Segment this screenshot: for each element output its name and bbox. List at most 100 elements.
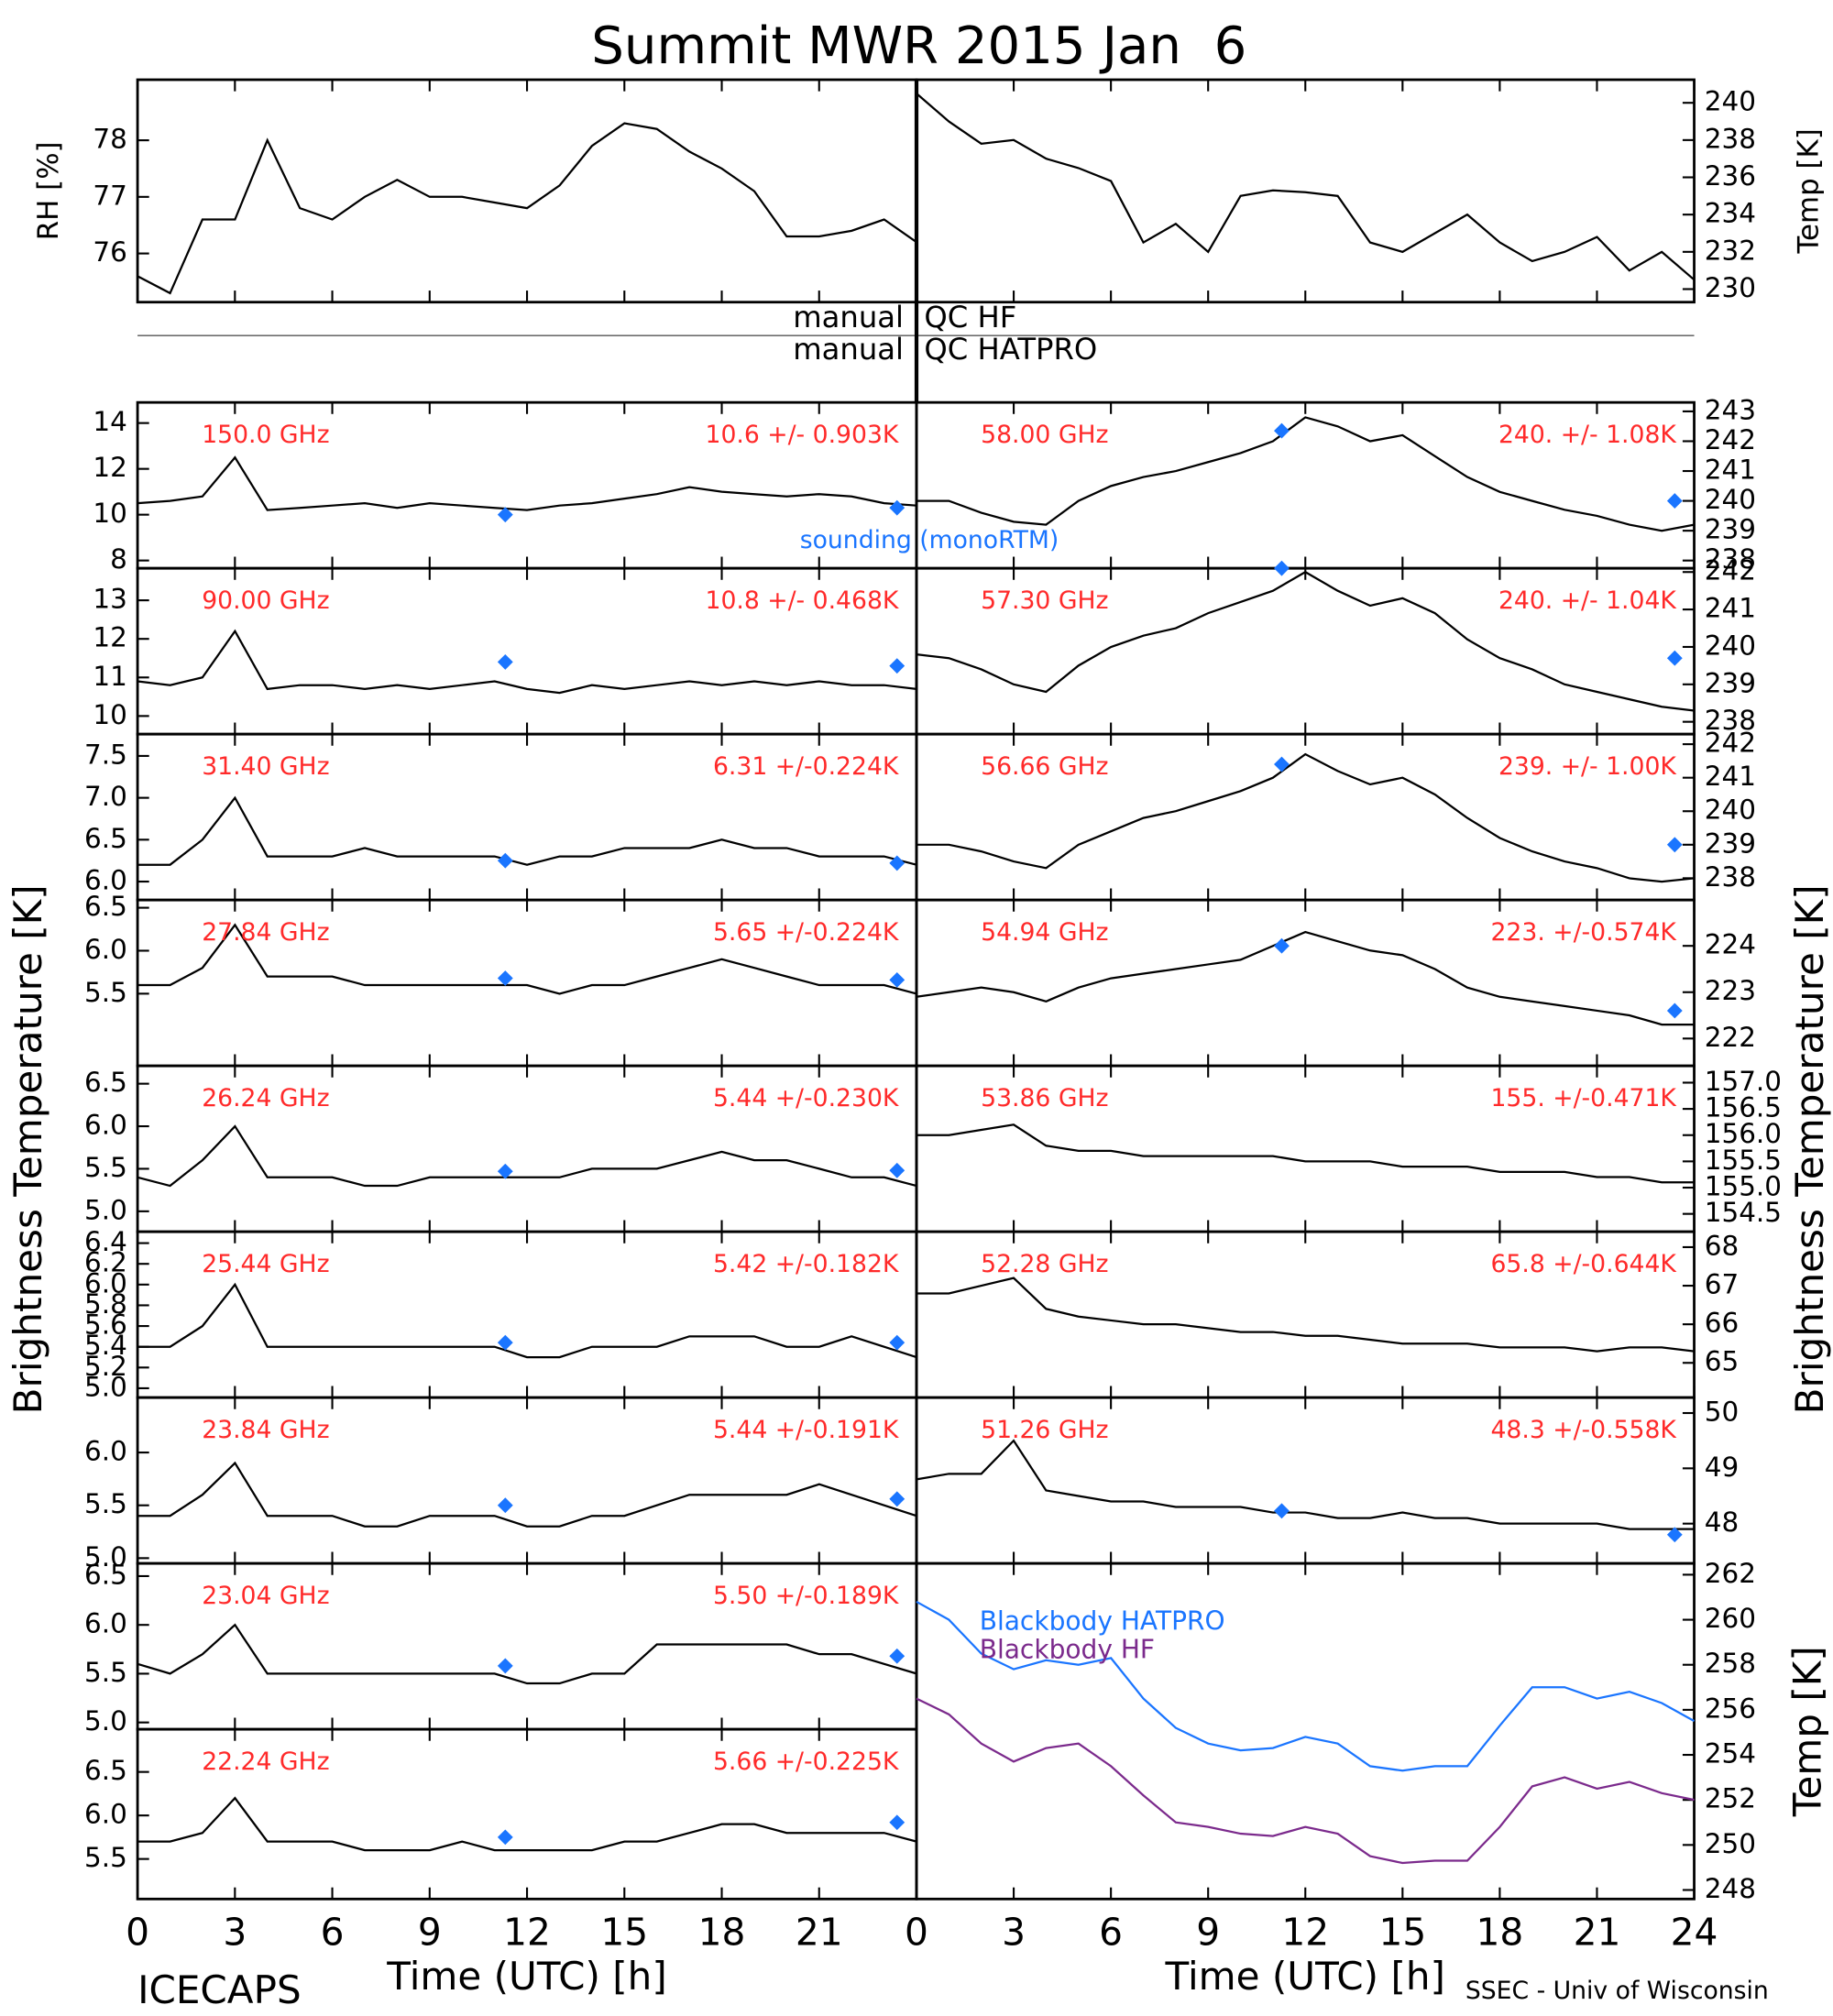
y-tick-label: 239 xyxy=(1705,667,1756,698)
stats-label: 155. +/-0.471K xyxy=(1490,1084,1677,1112)
y-tick-label: 6.0 xyxy=(84,934,127,965)
y-tick-label: 65 xyxy=(1705,1346,1739,1377)
frequency-label: 53.86 GHz xyxy=(981,1084,1108,1112)
y-tick-label: 50 xyxy=(1705,1397,1739,1428)
qc-label: QC HATPRO xyxy=(924,332,1097,367)
data-line xyxy=(137,455,917,511)
x-tick-label: 15 xyxy=(1378,1911,1426,1955)
x-tick-label: 24 xyxy=(1671,1911,1718,1955)
frequency-label: 90.00 GHz xyxy=(202,586,329,615)
data-line xyxy=(137,122,917,295)
y-tick-label: 223 xyxy=(1705,975,1756,1006)
y-tick-label: 6.0 xyxy=(84,1608,127,1639)
y-tick-label: 6.5 xyxy=(84,1755,127,1786)
x-tick-label: 0 xyxy=(126,1911,149,1955)
data-line xyxy=(916,1276,1695,1353)
y-tick-label: 240 xyxy=(1705,86,1756,117)
y-tick-label: 6.0 xyxy=(84,865,127,896)
stats-label: 10.8 +/- 0.468K xyxy=(705,586,899,615)
y-tick-label: 5.2 xyxy=(84,1351,127,1382)
y-tick-label: 240 xyxy=(1705,630,1756,661)
data-line xyxy=(916,1439,1695,1530)
sounding-point xyxy=(497,1497,513,1514)
y-tick-label: 5.0 xyxy=(84,1541,127,1572)
qc-label: QC HF xyxy=(924,300,1016,334)
sounding-point xyxy=(1666,1527,1683,1543)
sounding-point xyxy=(497,507,513,523)
y-tick-label: 234 xyxy=(1705,198,1756,229)
y-tick-label: 6.5 xyxy=(84,1559,127,1590)
stats-label: 240. +/- 1.04K xyxy=(1498,586,1677,615)
sounding-point xyxy=(889,1334,906,1351)
sounding-point xyxy=(1666,837,1683,853)
y-tick-label: 6.0 xyxy=(84,1799,127,1830)
stats-label: 5.44 +/-0.191K xyxy=(713,1416,900,1444)
y-tick-label: 67 xyxy=(1705,1269,1739,1300)
y-tick-label: 262 xyxy=(1705,1558,1756,1589)
data-line xyxy=(916,570,1695,712)
y-tick-label: 241 xyxy=(1705,455,1756,486)
sounding-point xyxy=(497,654,513,670)
frequency-label: 54.94 GHz xyxy=(981,918,1108,947)
y-tick-label: 156.5 xyxy=(1705,1092,1782,1123)
x-tick-label: 9 xyxy=(418,1911,442,1955)
footer-left: ICECAPS xyxy=(137,1967,302,2012)
frequency-label: 22.24 GHz xyxy=(202,1748,329,1776)
y-tick-label: 7.0 xyxy=(84,781,127,812)
y-tick-label: 6.0 xyxy=(84,1436,127,1467)
sounding-point xyxy=(497,1658,513,1674)
sounding-point xyxy=(1666,1003,1683,1019)
y-tick-label: 6.5 xyxy=(84,1067,127,1098)
y-tick-label: 239 xyxy=(1705,514,1756,545)
y-tick-label: 238 xyxy=(1705,543,1756,575)
y-tick-label: 239 xyxy=(1705,827,1756,859)
stats-label: 5.42 +/-0.182K xyxy=(713,1250,900,1278)
y-tick-label: 49 xyxy=(1705,1452,1739,1483)
y-tick-label: 155.0 xyxy=(1705,1171,1782,1202)
y-axis-label: Temp [K] xyxy=(1792,128,1825,254)
sounding-point xyxy=(889,658,906,674)
sounding-label: sounding (monoRTM) xyxy=(800,526,1059,554)
stats-label: 10.6 +/- 0.903K xyxy=(705,421,899,449)
frequency-label: 150.0 GHz xyxy=(202,421,329,449)
data-line xyxy=(916,1600,1696,1772)
sounding-point xyxy=(1274,937,1290,954)
sounding-point xyxy=(1274,756,1290,772)
y-tick-label: 5.4 xyxy=(84,1330,127,1361)
data-line xyxy=(137,1282,917,1359)
y-tick-label: 5.5 xyxy=(84,1657,127,1688)
y-axis-label: Temp [K] xyxy=(1784,1646,1829,1817)
y-tick-label: 154.5 xyxy=(1705,1197,1782,1228)
frequency-label: 51.26 GHz xyxy=(981,1416,1108,1444)
y-tick-label: 236 xyxy=(1705,160,1756,192)
y-tick-label: 77 xyxy=(93,180,126,211)
stats-label: 223. +/-0.574K xyxy=(1490,918,1677,947)
frequency-label: 52.28 GHz xyxy=(981,1250,1108,1278)
x-tick-label: 6 xyxy=(1099,1911,1123,1955)
sounding-point xyxy=(889,971,906,988)
y-tick-label: 5.0 xyxy=(84,1371,127,1402)
frequency-label: 23.04 GHz xyxy=(202,1582,329,1610)
x-tick-label: 12 xyxy=(503,1911,551,1955)
y-tick-label: 5.6 xyxy=(84,1309,127,1341)
x-tick-label: 0 xyxy=(905,1911,928,1955)
stats-label: 65.8 +/-0.644K xyxy=(1490,1250,1677,1278)
y-tick-label: 8 xyxy=(110,543,127,575)
y-tick-label: 232 xyxy=(1705,235,1756,266)
data-line xyxy=(916,752,1695,883)
y-tick-label: 224 xyxy=(1705,929,1756,960)
y-tick-label: 157.0 xyxy=(1705,1066,1782,1097)
sounding-point xyxy=(497,1334,513,1351)
x-tick-label: 12 xyxy=(1281,1911,1329,1955)
sounding-point xyxy=(889,855,906,871)
figure-title: Summit MWR 2015 Jan 6 xyxy=(591,16,1246,76)
y-tick-label: 243 xyxy=(1705,394,1756,425)
y-tick-label: 250 xyxy=(1705,1828,1756,1859)
y-tick-label: 252 xyxy=(1705,1783,1756,1814)
frequency-label: 25.44 GHz xyxy=(202,1250,329,1278)
y-axis-label: RH [%] xyxy=(32,141,65,240)
sounding-point xyxy=(1274,1503,1290,1519)
y-tick-label: 6.4 xyxy=(84,1226,127,1257)
stats-label: 5.65 +/-0.224K xyxy=(713,918,900,947)
